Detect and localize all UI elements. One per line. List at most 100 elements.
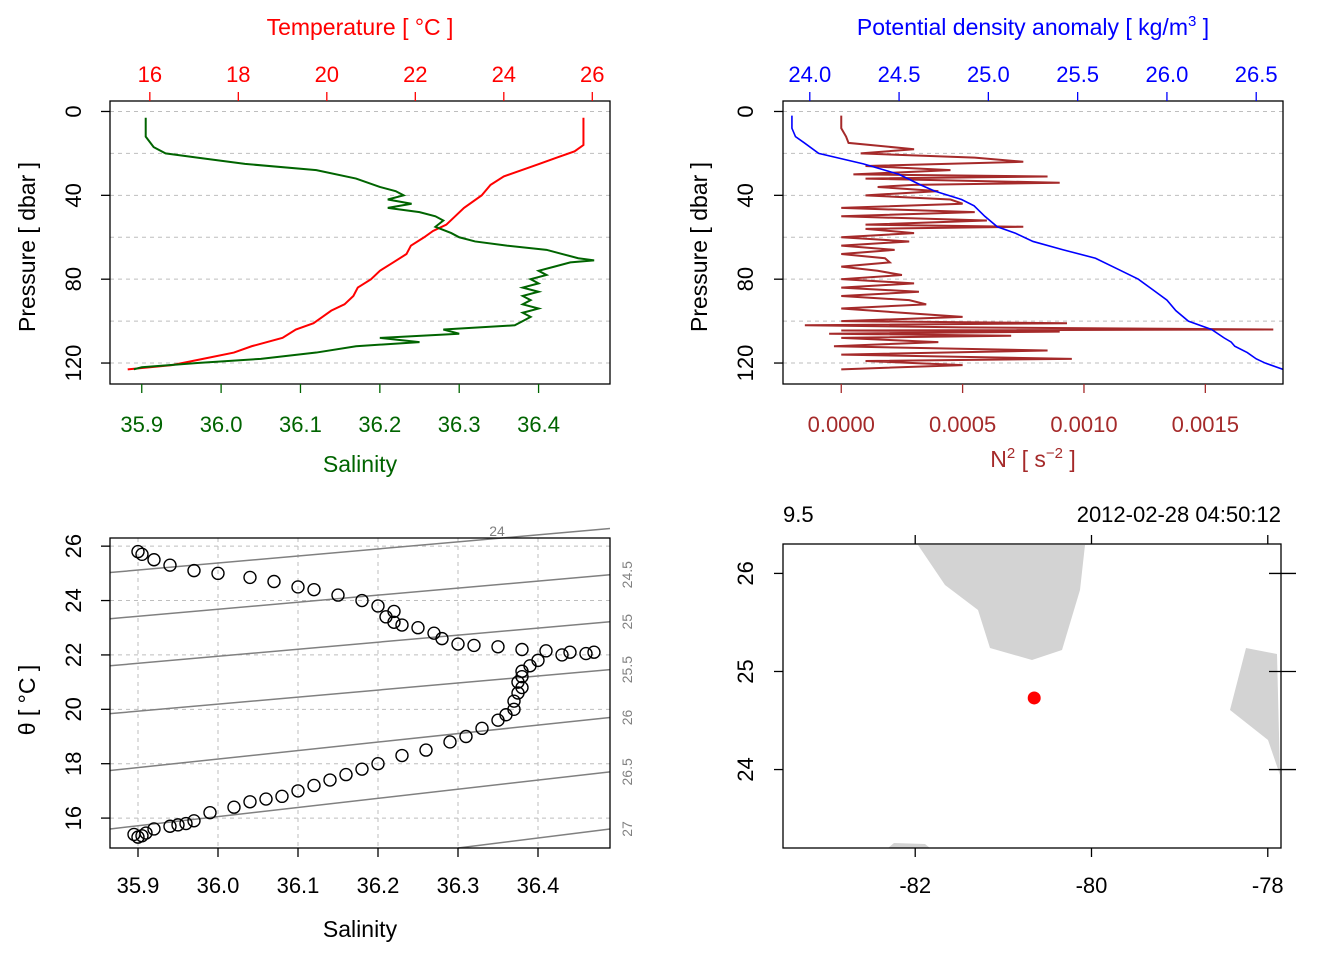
- map-y-tick-label: 24: [733, 757, 758, 781]
- pressure-tick-label: 40: [733, 183, 758, 207]
- ts-y-tick-label: 22: [61, 643, 86, 667]
- density-title-end: ]: [1196, 14, 1209, 40]
- ts-point: [507, 702, 521, 717]
- ts-x-tick-label: 36.4: [517, 873, 560, 898]
- density-axis: 24.0 24.5 25.0 25.5 26.0 26.5: [788, 62, 1278, 101]
- ts-point: [515, 669, 529, 684]
- ts-point: [163, 819, 177, 833]
- station-marker: [1027, 691, 1041, 705]
- ts-point: [587, 645, 601, 659]
- ts-point: [371, 757, 385, 771]
- ts-point: [163, 558, 177, 572]
- isopycnal-label: 26.5: [619, 758, 635, 785]
- pressure-tick-label: 0: [733, 105, 758, 117]
- ts-points: [127, 544, 601, 844]
- n2-axis-title: N2 [ s−2 ]: [990, 445, 1076, 472]
- n2-tick-label: 0.0010: [1050, 412, 1117, 437]
- ts-point: [187, 563, 201, 578]
- ts-point: [475, 721, 489, 736]
- isopycnal-line: [109, 527, 611, 574]
- isopycnal-line: [109, 716, 611, 772]
- ts-point: [451, 637, 465, 651]
- n2-title-sup: 2: [1007, 445, 1015, 462]
- n2-title-main: N: [990, 446, 1007, 472]
- isopycnal-labels: 24 24.5 25 25.5 26 26.5 27: [489, 523, 635, 837]
- ts-point: [179, 816, 193, 831]
- ts-point: [555, 648, 569, 662]
- ts-x-tick-label: 36.2: [357, 873, 400, 898]
- density-title-sup: 3: [1188, 13, 1196, 30]
- ts-point: [371, 599, 385, 613]
- temperature-axis: 16 18 20 22 24 26: [138, 62, 605, 101]
- pressure-tick-label: 120: [733, 345, 758, 382]
- ts-point: [579, 646, 593, 661]
- map-y-tick-label: 26: [733, 561, 758, 585]
- map-y-tick-label: 25: [733, 659, 758, 683]
- panel-temperature-salinity: 16 18 20 22 24 26 35.9 36.0 36.1 36.2 36.3 36.4 0 4…: [14, 14, 611, 477]
- pressure-tick-label: 40: [61, 183, 86, 207]
- map-x-tick-label: -78: [1252, 873, 1284, 898]
- map-x-tick-label: -80: [1076, 873, 1108, 898]
- ts-point: [323, 773, 337, 787]
- ts-x-tick-label: 36.0: [197, 873, 240, 898]
- panel-density-n2: 24.0 24.5 25.0 25.5 26.0 26.5 0.0000 0.0005 0.0…: [686, 13, 1284, 472]
- ts-point: [227, 800, 241, 814]
- map-right-ticks: [1269, 572, 1296, 771]
- panel-ts-diagram: 35.9 36.0 36.1 36.2 36.3 36.4 16 18 20 22 24 26 24…: [14, 523, 635, 942]
- ts-point: [339, 767, 353, 782]
- isopycnal-label: 25: [619, 614, 635, 630]
- map-top-left-label: 9.5: [783, 502, 814, 527]
- ts-y-tick-label: 16: [61, 806, 86, 830]
- land-bahamas: [1230, 648, 1280, 775]
- map-y-axis: 24 25 26: [733, 561, 783, 782]
- ts-y-axis: 16 18 20 22 24 26: [61, 534, 110, 830]
- ts-point: [307, 778, 321, 793]
- density-tick-label: 24.0: [788, 62, 831, 87]
- ts-point: [243, 570, 257, 585]
- temperature-tick-label: 24: [492, 62, 516, 87]
- isopycnal-label: 26: [619, 709, 635, 725]
- salinity-tick-label: 36.4: [517, 412, 560, 437]
- density-tick-label: 25.0: [967, 62, 1010, 87]
- temperature-tick-label: 20: [315, 62, 339, 87]
- temperature-tick-label: 16: [138, 62, 162, 87]
- isopycnal-line: [109, 573, 611, 620]
- density-line: [791, 115, 1284, 371]
- pressure-axis-title-2: Pressure [ dbar ]: [686, 162, 712, 332]
- ts-point: [515, 642, 529, 657]
- temperature-axis-title: Temperature [ °C ]: [267, 14, 454, 40]
- panel3-grid: [110, 538, 610, 848]
- ts-x-axis-title: Salinity: [323, 916, 398, 942]
- ts-point: [211, 566, 225, 581]
- ts-point: [259, 792, 273, 806]
- ts-point: [135, 829, 149, 843]
- pressure-tick-label: 120: [61, 345, 86, 382]
- salinity-axis-title: Salinity: [323, 451, 398, 477]
- ts-point: [171, 818, 185, 832]
- panel-map: -82 -80 -78 24 25 26 9.5 2012-02-28 04:50:12: [733, 502, 1296, 898]
- salinity-axis: 35.9 36.0 36.1 36.2 36.3 36.4: [120, 384, 560, 437]
- n2-title-sup2: −2: [1046, 445, 1063, 462]
- ts-point: [563, 645, 577, 659]
- ts-y-axis-title: θ [ °C ]: [14, 665, 40, 736]
- ts-point: [467, 638, 481, 653]
- salinity-tick-label: 36.3: [438, 412, 481, 437]
- n2-tick-label: 0.0000: [808, 412, 875, 437]
- panel1-grid: [110, 110, 610, 364]
- ts-point: [187, 814, 201, 828]
- salinity-tick-label: 35.9: [120, 412, 163, 437]
- ts-point: [203, 805, 217, 820]
- isopycnal-label: 27: [619, 821, 635, 837]
- ts-point: [147, 553, 161, 567]
- isopycnal-label: 24.5: [619, 561, 635, 588]
- n2-title-mid: [ s: [1015, 446, 1046, 472]
- isopycnal-lines: [109, 527, 611, 849]
- n2-tick-label: 0.0015: [1172, 412, 1239, 437]
- ts-point: [291, 784, 305, 798]
- pressure-tick-label: 80: [61, 267, 86, 291]
- density-tick-label: 24.5: [878, 62, 921, 87]
- isopycnal-line: [109, 668, 611, 715]
- ts-point: [443, 735, 457, 749]
- panel2-frame: [782, 100, 1284, 385]
- ts-point: [419, 743, 433, 757]
